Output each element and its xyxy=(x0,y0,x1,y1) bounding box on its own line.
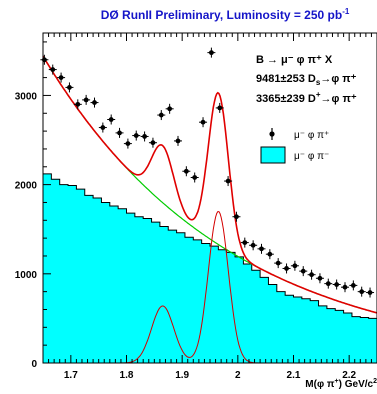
x-tick-label: 1.8 xyxy=(120,370,134,381)
y-tick-label: 1000 xyxy=(15,270,38,281)
annotation-dplus-yield-value: 3365±239 D xyxy=(256,93,316,105)
legend-label-right-sign: μ⁻ φ π⁺ xyxy=(294,130,329,141)
y-tick-label: 0 xyxy=(31,359,37,370)
data-point xyxy=(208,50,214,56)
data-point xyxy=(284,266,289,271)
annotations: B → μ⁻ φ π⁺ X 9481±253 Ds→φ π⁺ 3365±239 … xyxy=(256,54,357,105)
x-tick-label: 2.1 xyxy=(287,370,301,381)
data-point xyxy=(325,281,331,287)
x-axis-label-superscript: + xyxy=(335,378,339,385)
data-point xyxy=(183,168,189,174)
x-axis-ticks: 1.7 1.8 1.9 2 2.1 2.2 xyxy=(42,33,377,381)
x-axis-label-main: M(φ π xyxy=(305,379,335,390)
data-point xyxy=(133,133,139,138)
data-point xyxy=(242,240,248,245)
data-point xyxy=(108,117,114,122)
data-point xyxy=(317,275,323,281)
data-point xyxy=(192,175,198,180)
wrong-sign-histogram xyxy=(42,173,377,364)
data-point xyxy=(200,119,206,125)
annotation-dplus-decay: →φ π⁺ xyxy=(321,93,357,105)
data-point xyxy=(359,289,365,295)
annotation-ds-subscript: s xyxy=(316,78,321,87)
data-point xyxy=(150,140,156,146)
data-point xyxy=(58,75,64,80)
data-point xyxy=(234,214,239,220)
total-fit-line xyxy=(42,55,377,314)
data-point xyxy=(275,260,281,266)
annotation-ds-yield: 9481±253 Ds→φ π⁺ xyxy=(256,73,357,87)
x-tick-label: 2.2 xyxy=(342,370,356,381)
data-point xyxy=(292,263,298,269)
data-point xyxy=(300,268,306,274)
data-point xyxy=(367,290,373,295)
annotation-process: B → μ⁻ φ π⁺ X xyxy=(256,54,333,66)
data-point xyxy=(225,178,231,184)
data-point xyxy=(267,251,273,257)
data-point xyxy=(142,134,147,139)
data-point xyxy=(83,97,89,103)
data-point xyxy=(309,272,314,278)
data-point xyxy=(158,112,164,118)
legend: μ⁻ φ π⁺ μ⁻ φ π⁻ xyxy=(260,128,329,164)
chart-title: DØ RunII Preliminary, Luminosity = 250 p… xyxy=(101,7,350,22)
x-tick-label: 1.7 xyxy=(64,370,78,381)
data-point xyxy=(67,85,72,90)
x-axis-label: M(φ π+) GeV/c2 xyxy=(305,378,377,390)
data-point xyxy=(167,106,173,112)
annotation-ds-decay: →φ π⁺ xyxy=(320,73,356,85)
annotation-dplus-superscript: + xyxy=(316,90,321,99)
chart-title-superscript: -1 xyxy=(342,7,350,16)
data-point xyxy=(75,101,81,107)
legend-label-wrong-sign: μ⁻ φ π⁻ xyxy=(294,151,329,162)
x-axis-label-unit: ) GeV/c xyxy=(339,379,374,390)
chart-title-main: DØ RunII Preliminary, Luminosity = 250 p… xyxy=(101,8,343,22)
data-point xyxy=(217,105,223,111)
data-points xyxy=(40,47,375,298)
legend-marker-points xyxy=(269,128,275,140)
data-point xyxy=(250,242,256,248)
legend-swatch-wrong-sign xyxy=(260,146,286,164)
data-point xyxy=(100,125,106,130)
y-tick-label: 2000 xyxy=(15,181,38,192)
data-point xyxy=(92,100,97,105)
data-point xyxy=(175,138,181,144)
plot-area: 1.7 1.8 1.9 2 2.1 2.2 0 1000 2000 3000 xyxy=(15,32,377,381)
x-axis-label-unit-superscript: 2 xyxy=(373,378,377,385)
data-point xyxy=(125,141,131,146)
x-tick-label: 1.9 xyxy=(175,370,189,381)
annotation-dplus-yield: 3365±239 D+→φ π⁺ xyxy=(256,90,357,105)
y-axis-ticks: 0 1000 2000 3000 xyxy=(15,41,51,370)
data-point xyxy=(259,246,264,252)
annotation-ds-yield-value: 9481±253 D xyxy=(256,73,316,85)
x-tick-label: 2 xyxy=(235,370,241,381)
data-point xyxy=(334,282,340,287)
data-point xyxy=(117,130,122,136)
data-point xyxy=(350,283,356,288)
data-point xyxy=(342,284,348,290)
data-point xyxy=(50,67,56,72)
y-tick-label: 3000 xyxy=(15,91,38,102)
